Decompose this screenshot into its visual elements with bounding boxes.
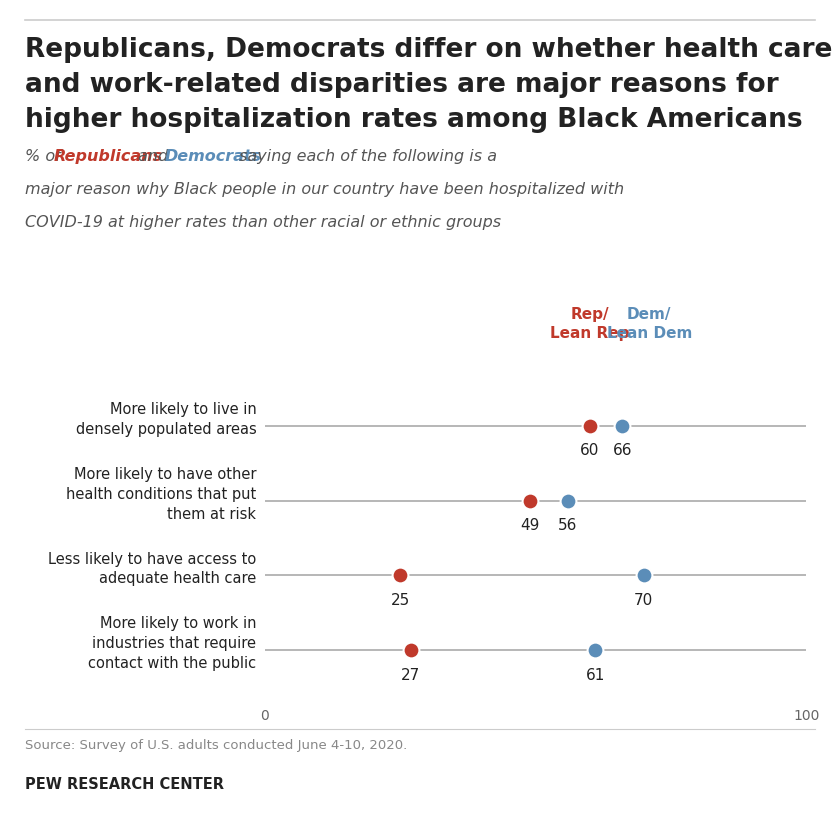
Text: 56: 56 xyxy=(559,518,578,533)
Point xyxy=(523,495,537,508)
Point xyxy=(616,420,629,433)
Text: 61: 61 xyxy=(585,667,605,681)
Text: More likely to have other
health conditions that put
them at risk: More likely to have other health conditi… xyxy=(66,466,256,521)
Text: % of: % of xyxy=(25,149,66,164)
Text: More likely to live in
densely populated areas: More likely to live in densely populated… xyxy=(76,402,256,437)
Text: Republicans, Democrats differ on whether health care: Republicans, Democrats differ on whether… xyxy=(25,37,832,63)
Text: Dem/
Lean Dem: Dem/ Lean Dem xyxy=(606,307,692,341)
Text: saying each of the following is a: saying each of the following is a xyxy=(234,149,496,164)
Text: Republicans: Republicans xyxy=(54,149,163,164)
Text: 60: 60 xyxy=(580,443,600,458)
Text: Less likely to have access to
adequate health care: Less likely to have access to adequate h… xyxy=(48,551,256,586)
Text: Rep/
Lean Rep: Rep/ Lean Rep xyxy=(550,307,629,341)
Text: COVID-19 at higher rates than other racial or ethnic groups: COVID-19 at higher rates than other raci… xyxy=(25,215,501,230)
Text: and: and xyxy=(133,149,173,164)
Text: Democrats: Democrats xyxy=(165,149,261,164)
Text: More likely to work in
industries that require
contact with the public: More likely to work in industries that r… xyxy=(88,615,256,670)
Text: major reason why Black people in our country have been hospitalized with: major reason why Black people in our cou… xyxy=(25,182,624,197)
Text: and work-related disparities are major reasons for: and work-related disparities are major r… xyxy=(25,72,779,98)
Point xyxy=(588,643,601,657)
Text: 49: 49 xyxy=(521,518,540,533)
Text: Source: Survey of U.S. adults conducted June 4-10, 2020.: Source: Survey of U.S. adults conducted … xyxy=(25,738,407,751)
Text: 66: 66 xyxy=(612,443,632,458)
Text: 70: 70 xyxy=(634,592,654,607)
Point xyxy=(637,569,650,582)
Point xyxy=(404,643,417,657)
Point xyxy=(561,495,575,508)
Text: 25: 25 xyxy=(391,592,410,607)
Text: higher hospitalization rates among Black Americans: higher hospitalization rates among Black… xyxy=(25,107,803,132)
Point xyxy=(583,420,596,433)
Point xyxy=(393,569,407,582)
Text: PEW RESEARCH CENTER: PEW RESEARCH CENTER xyxy=(25,776,224,791)
Text: 27: 27 xyxy=(402,667,421,681)
